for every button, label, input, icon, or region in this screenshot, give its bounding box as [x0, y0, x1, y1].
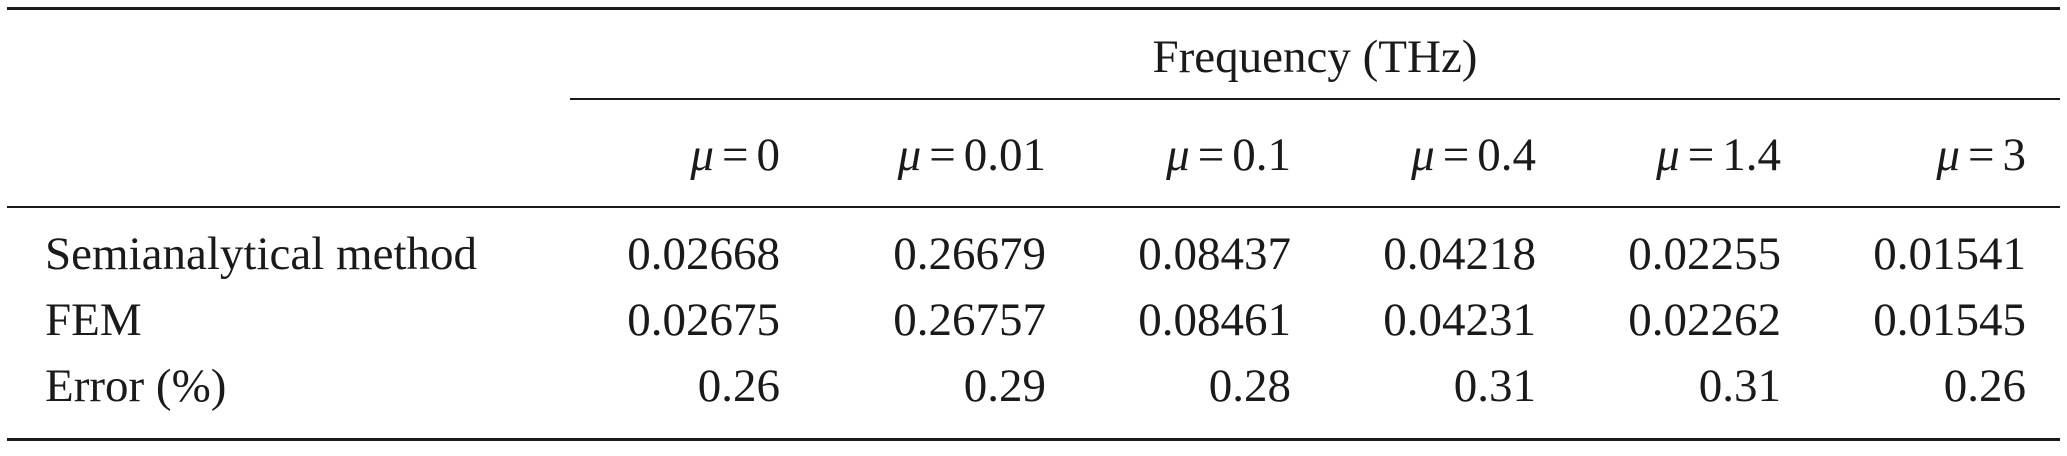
table-cell: 0.01545: [1873, 294, 2026, 346]
table-cell: 0.04231: [1383, 294, 1536, 346]
column-header-mu-0: μ = 0: [690, 129, 780, 181]
table-cell: 0.26679: [893, 228, 1046, 280]
table-top-rule: [7, 7, 2060, 10]
row-label-error: Error (%): [45, 360, 227, 412]
table-bottom-rule: [7, 438, 2060, 441]
group-header-rule: [570, 98, 2060, 100]
table-cell: 0.31: [1453, 360, 1536, 412]
table-cell: 0.02668: [627, 228, 780, 280]
table-cell: 0.02675: [627, 294, 780, 346]
table-cell: 0.08437: [1138, 228, 1291, 280]
column-header-mu-3: μ = 3: [1936, 129, 2026, 181]
row-label-fem: FEM: [45, 294, 142, 346]
column-header-mu-1-4: μ = 1.4: [1656, 129, 1781, 181]
column-header-mu-0-01: μ = 0.01: [897, 129, 1046, 181]
table-cell: 0.02255: [1628, 228, 1781, 280]
table-cell: 0.04218: [1383, 228, 1536, 280]
column-header-mu-0-1: μ = 0.1: [1166, 129, 1291, 181]
table-cell: 0.02262: [1628, 294, 1781, 346]
row-label-semianalytical: Semianalytical method: [45, 228, 478, 280]
table-cell: 0.26: [1943, 360, 2026, 412]
frequency-group-header: Frequency (THz): [1152, 31, 1478, 83]
table-cell: 0.28: [1208, 360, 1291, 412]
table-cell: 0.08461: [1138, 294, 1291, 346]
header-rule: [7, 206, 2060, 208]
table-cell: 0.26: [697, 360, 780, 412]
column-header-mu-0-4: μ = 0.4: [1411, 129, 1536, 181]
table-cell: 0.01541: [1873, 228, 2026, 280]
table-cell: 0.26757: [893, 294, 1046, 346]
table-cell: 0.31: [1698, 360, 1781, 412]
table-cell: 0.29: [963, 360, 1046, 412]
